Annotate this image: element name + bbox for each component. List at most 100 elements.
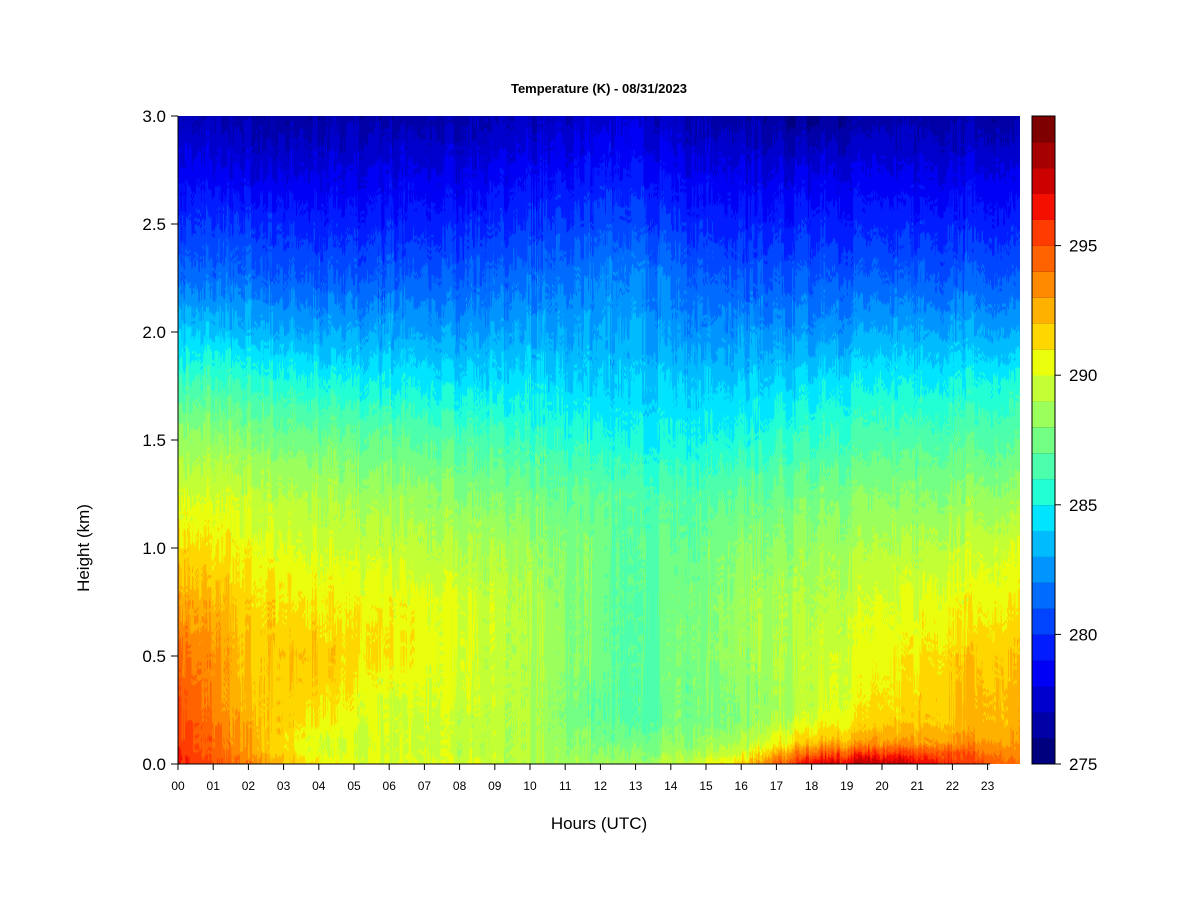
heatmap-cell xyxy=(173,483,177,487)
heatmap-cell xyxy=(170,549,174,553)
heatmap-cell xyxy=(170,624,174,628)
heatmap-cell xyxy=(170,522,174,526)
heatmap-cell xyxy=(173,564,177,568)
heatmap-cell xyxy=(173,204,177,208)
heatmap-cell xyxy=(203,111,207,115)
heatmap-cell xyxy=(170,573,174,577)
heatmap-cell xyxy=(176,111,180,115)
heatmap-cell xyxy=(173,252,177,256)
heatmap-cell xyxy=(170,477,174,481)
heatmap-cell xyxy=(173,288,177,292)
heatmap-cell xyxy=(173,201,177,205)
heatmap-cell xyxy=(173,219,177,223)
heatmap-cell xyxy=(170,135,174,139)
heatmap-cell xyxy=(170,261,174,265)
heatmap-cell xyxy=(188,765,192,769)
heatmap-cell xyxy=(170,228,174,232)
heatmap-cell xyxy=(170,111,174,115)
heatmap-cell xyxy=(170,333,174,337)
heatmap-cell xyxy=(170,195,174,199)
heatmap-cell xyxy=(170,225,174,229)
heatmap-cell xyxy=(170,393,174,397)
heatmap-cell xyxy=(173,651,177,655)
heatmap-cell xyxy=(170,363,174,367)
heatmap-cell xyxy=(173,111,177,115)
heatmap-cell xyxy=(173,531,177,535)
heatmap-cell xyxy=(170,153,174,157)
heatmap-cell xyxy=(173,606,177,610)
heatmap-cell xyxy=(170,678,174,682)
heatmap-cell xyxy=(173,159,177,163)
heatmap-cell xyxy=(173,753,177,757)
heatmap-cell xyxy=(173,534,177,538)
heatmap-cell xyxy=(176,108,180,112)
heatmap-cell xyxy=(170,369,174,373)
heatmap-cell xyxy=(182,768,186,772)
heatmap-cell xyxy=(182,108,186,112)
heatmap-cell xyxy=(170,504,174,508)
heatmap-cell xyxy=(170,282,174,286)
heatmap-cell xyxy=(173,318,177,322)
heatmap-cell xyxy=(173,711,177,715)
heatmap-cell xyxy=(173,234,177,238)
heatmap-area xyxy=(168,106,1030,775)
heatmap-cell xyxy=(170,444,174,448)
heatmap-cell xyxy=(170,144,174,148)
heatmap-cell xyxy=(170,666,174,670)
heatmap-cell xyxy=(170,564,174,568)
heatmap-cell xyxy=(170,669,174,673)
heatmap-cell xyxy=(170,327,174,331)
heatmap-cell xyxy=(170,720,174,724)
heatmap-cell xyxy=(173,633,177,637)
heatmap-cell xyxy=(173,702,177,706)
heatmap-cell xyxy=(173,465,177,469)
heatmap-cell xyxy=(173,309,177,313)
heatmap-cell xyxy=(173,396,177,400)
heatmap-cell xyxy=(173,708,177,712)
heatmap-cell xyxy=(173,375,177,379)
heatmap-cell xyxy=(170,738,174,742)
heatmap-cell xyxy=(173,378,177,382)
heatmap-cell xyxy=(173,369,177,373)
heatmap-cell xyxy=(185,111,189,115)
heatmap-cell xyxy=(170,279,174,283)
heatmap-cell xyxy=(170,471,174,475)
heatmap-cell xyxy=(173,333,177,337)
heatmap-cell xyxy=(173,327,177,331)
heatmap-cell xyxy=(170,561,174,565)
heatmap-cell xyxy=(170,687,174,691)
heatmap-cell xyxy=(173,669,177,673)
heatmap-cell xyxy=(170,636,174,640)
heatmap-cell xyxy=(173,747,177,751)
heatmap-cell xyxy=(170,207,174,211)
heatmap-cell xyxy=(173,549,177,553)
heatmap-cell xyxy=(170,648,174,652)
heatmap-cell xyxy=(173,459,177,463)
heatmap-cell xyxy=(173,129,177,133)
heatmap-cell xyxy=(173,402,177,406)
heatmap-cell xyxy=(170,498,174,502)
heatmap-cell xyxy=(170,186,174,190)
heatmap-cell xyxy=(170,159,174,163)
heatmap-cell xyxy=(173,177,177,181)
heatmap-cell xyxy=(170,390,174,394)
heatmap-cell xyxy=(170,747,174,751)
heatmap-cell xyxy=(170,663,174,667)
heatmap-cell xyxy=(170,717,174,721)
heatmap-cell xyxy=(173,699,177,703)
heatmap-cell xyxy=(173,405,177,409)
heatmap-cell xyxy=(173,312,177,316)
heatmap-cell xyxy=(173,663,177,667)
heatmap-cell xyxy=(173,429,177,433)
heatmap-cell xyxy=(170,726,174,730)
heatmap-cell xyxy=(182,111,186,115)
heatmap-cell xyxy=(173,618,177,622)
heatmap-cell xyxy=(173,765,177,769)
heatmap-cell xyxy=(173,495,177,499)
heatmap-cell xyxy=(170,609,174,613)
heatmap-cell xyxy=(173,522,177,526)
heatmap-cell xyxy=(170,108,174,112)
heatmap-cell xyxy=(173,585,177,589)
heatmap-cell xyxy=(170,459,174,463)
